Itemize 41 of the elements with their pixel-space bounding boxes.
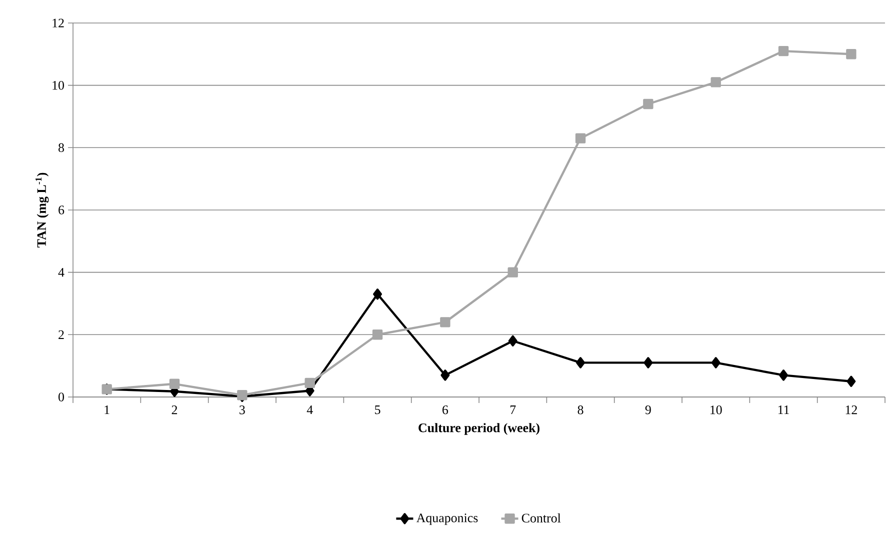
point (169, 378, 180, 389)
x-tick-label: 8 (578, 406, 584, 414)
legend-label: Control (522, 513, 561, 522)
x-axis-title: Culture period (week) (418, 423, 540, 435)
point (576, 357, 585, 368)
y-tick-label: 4 (58, 268, 64, 277)
point (575, 133, 586, 144)
point (711, 357, 720, 368)
legend-label: Aquaponics (416, 514, 478, 525)
x-tick-label: 6 (442, 406, 448, 414)
y-tick-label: 10 (52, 80, 64, 90)
x-tick-label: 7 (510, 406, 516, 414)
point (372, 330, 383, 340)
y-tick-label: 6 (58, 206, 64, 214)
x-tick-label: 2 (172, 406, 178, 414)
x-tick-label: 11 (778, 406, 789, 414)
x-tick-label: 4 (306, 406, 313, 414)
point (373, 288, 382, 300)
point (846, 49, 856, 60)
x-tick-label: 3 (240, 406, 245, 414)
x-tick-label: 5 (375, 406, 380, 414)
point (440, 370, 450, 381)
point (710, 77, 721, 88)
y-axis-title: TAN (mg L$^{-1}$) (36, 172, 49, 248)
y-tick-label: 12 (52, 18, 64, 28)
point (643, 98, 654, 110)
point (508, 335, 518, 346)
point (508, 267, 518, 278)
point (846, 376, 856, 387)
y-tick-label: 2 (58, 330, 64, 339)
y-tick-label: 8 (58, 143, 64, 152)
x-tick-label: 10 (710, 406, 722, 414)
point (779, 370, 788, 381)
point (778, 46, 789, 56)
point (304, 378, 315, 388)
x-tick-label: 12 (846, 406, 857, 414)
y-tick-label: 0 (58, 392, 64, 402)
point (440, 317, 450, 328)
x-tick-label: 9 (645, 406, 651, 414)
point (644, 357, 653, 368)
x-tick-label: 1 (104, 406, 110, 414)
